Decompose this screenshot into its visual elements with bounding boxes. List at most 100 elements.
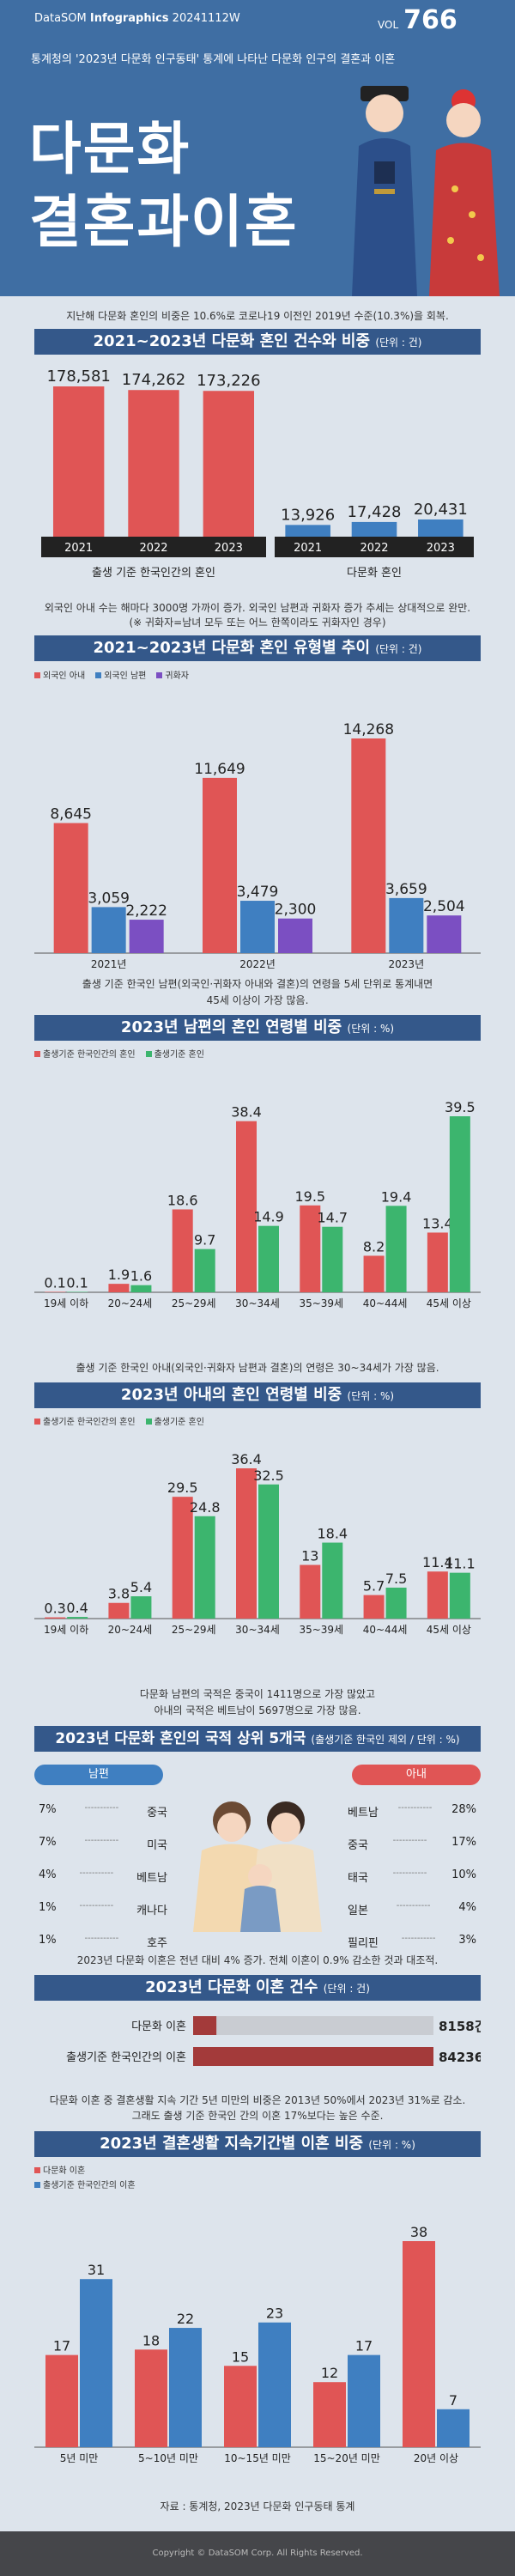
vol-label: VOL: [378, 19, 399, 31]
bar: [108, 1284, 130, 1292]
s6-head-text: 2023년 다문화 이혼 건수: [145, 1978, 318, 1996]
subtitle: 통계청의 '2023년 다문화 인구동태' 통계에 나타난 다문화 인구의 결혼…: [31, 53, 396, 66]
series: Infographics: [89, 12, 169, 25]
bar: [240, 901, 275, 953]
s3-note1: 출생 기준 한국인 남편(외국인·귀화자 아내와 결혼)의 연령을 5세 단위로…: [82, 978, 433, 990]
s4-head-text: 2023년 아내의 혼인 연령별 비중: [120, 1386, 342, 1404]
legend-item: 다문화 이혼: [34, 2163, 136, 2176]
tick-label: 20~24세: [108, 1624, 153, 1636]
data-label: 1.6: [130, 1268, 152, 1285]
data-label: 11.1: [445, 1556, 476, 1572]
data-label: 36.4: [231, 1451, 262, 1467]
country-pct: 7%: [39, 1803, 57, 1816]
country-name: 미국: [147, 1839, 167, 1852]
bar: [45, 1291, 66, 1292]
tick-label: 5년 미만: [60, 2452, 99, 2464]
couple-illustration: [352, 86, 500, 296]
country-row: 필리핀 ----------- 3%: [348, 1934, 476, 1950]
bar: [389, 897, 424, 953]
data-label: 3.8: [108, 1586, 130, 1602]
wife-pill: 아내: [352, 1765, 481, 1785]
tick-label: 19세 이하: [44, 1624, 88, 1636]
legend-swatch: [145, 1419, 152, 1425]
s2-note1: 외국인 아내 수는 해마다 3000명 가까이 증가. 외국인 남편과 귀화자 …: [44, 602, 471, 614]
bar: [278, 918, 312, 953]
bar: [52, 386, 105, 537]
bar: [224, 2366, 257, 2447]
bar-track: [193, 2016, 433, 2035]
category-strip: [275, 537, 474, 557]
data-label: 18.4: [317, 1526, 348, 1542]
country-row: 1% ----------- 호주: [39, 1934, 167, 1950]
s5-unit: (출생기준 한국인 제외 / 단위 : %): [311, 1734, 460, 1746]
country-row: 일본 ----------- 4%: [348, 1901, 476, 1917]
bar: [193, 2016, 217, 2035]
tick-label: 2023: [215, 542, 243, 555]
s3-unit: (단위 : %): [347, 1023, 395, 1035]
bar: [258, 2322, 291, 2447]
data-label: 38: [410, 2224, 427, 2240]
country-name: 중국: [348, 1839, 368, 1852]
bar: [403, 2241, 435, 2447]
s6-head: 2023년 다문화 이혼 건수 (단위 : 건): [34, 1975, 481, 2001]
chart-wife-age: 0.3 0.4 19세 이하 3.8 5.4 20~24세 29.5 24.8 25~29세 36…: [34, 1451, 481, 1636]
legend-swatch: [34, 1051, 40, 1057]
bar: [449, 1116, 470, 1292]
legend-item: 출생기준 혼인: [145, 1047, 204, 1060]
country-pct: 1%: [39, 1901, 57, 1914]
brand-bar: DataSOM Infographics 20241112W: [34, 12, 240, 25]
data-label: 0.3: [44, 1601, 65, 1617]
bar: [194, 1516, 215, 1619]
bar: [322, 1542, 343, 1619]
data-label: 84236건: [439, 2050, 481, 2065]
country-pct: 4%: [39, 1868, 57, 1881]
dash-leader: -----------: [396, 1901, 431, 1911]
data-label: 8,645: [50, 806, 92, 823]
vol-number: 766: [403, 5, 457, 35]
country-pct: 7%: [39, 1836, 57, 1849]
category-strip: [41, 537, 266, 557]
data-label: 2,222: [125, 902, 167, 920]
bar: [351, 521, 397, 537]
tick-label: 25~29세: [172, 1297, 216, 1309]
s4-legend: 출생기준 한국인간의 혼인 출생기준 혼인: [34, 1414, 204, 1427]
copyright: Copyright © DataSOM Corp. All Rights Res…: [0, 2531, 515, 2576]
data-label: 3,479: [237, 884, 279, 901]
bar: [258, 1225, 279, 1292]
bar: [427, 1571, 448, 1619]
data-label: 2,300: [275, 902, 317, 919]
s4-unit: (단위 : %): [347, 1390, 395, 1402]
data-label: 3,659: [385, 881, 427, 898]
data-label: 32.5: [253, 1467, 284, 1484]
bar: [67, 1617, 88, 1619]
country-name: 호주: [147, 1937, 167, 1950]
bar: [91, 907, 126, 953]
data-label: 20,431: [414, 501, 468, 519]
data-label: 0.1: [66, 1274, 88, 1291]
bar: [194, 1249, 215, 1292]
bar: [427, 1232, 448, 1292]
bar: [313, 2382, 346, 2447]
s5-note1: 다문화 남편의 국적은 중국이 1411명으로 가장 많았고: [139, 1688, 376, 1700]
country-row: 중국 ----------- 17%: [348, 1836, 476, 1852]
tick-label: 2021년: [91, 958, 127, 970]
s6-note: 2023년 다문화 이혼은 전년 대비 4% 증가. 전체 이혼이 0.9% 감…: [76, 1954, 439, 1966]
legend-item: 출생기준 한국인간의 혼인: [34, 1414, 136, 1427]
s7-note1: 다문화 이혼 중 결혼생활 지속 기간 5년 미만의 비중은 2013년 50%…: [49, 2094, 466, 2106]
data-label: 15: [232, 2348, 249, 2365]
s5-note2: 아내의 국적은 베트남이 5697명으로 가장 많음.: [154, 1704, 361, 1716]
data-label: 17,428: [348, 503, 402, 521]
data-label: 31: [88, 2262, 105, 2278]
country-row: 7% ----------- 미국: [39, 1836, 167, 1852]
s7-legend: 다문화 이혼 출생기준 한국인간의 이혼: [34, 2163, 136, 2190]
bar: [300, 1205, 321, 1292]
s7-unit: (단위 : %): [368, 2139, 415, 2151]
data-label: 2,504: [423, 898, 465, 915]
tick-label: 30~34세: [235, 1624, 280, 1636]
bar: [363, 1255, 385, 1292]
chart-husband-age: 0.1 0.1 19세 이하 1.9 1.6 20~24세 18.6 9.7 25~29세 38.…: [34, 1099, 481, 1309]
data-label: 173,226: [197, 372, 260, 390]
bar: [285, 525, 330, 537]
